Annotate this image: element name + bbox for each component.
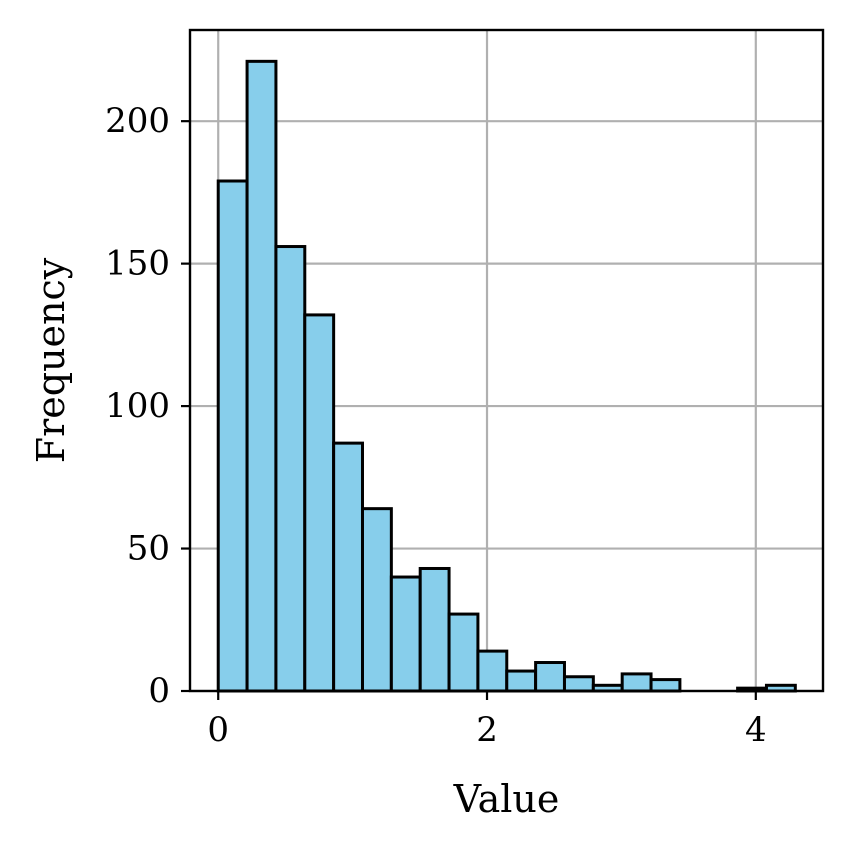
histogram-bar-10 <box>505 669 538 693</box>
histogram-bar-12 <box>562 675 595 693</box>
y-axis-label: Frequency <box>29 257 73 463</box>
histogram-bar-15 <box>649 678 682 693</box>
y-tick-label-1: 50 <box>127 529 170 569</box>
y-tick-label-0: 0 <box>148 671 170 711</box>
plot-frame <box>188 28 825 693</box>
histogram-bar-2 <box>274 245 307 693</box>
histogram-bar-6 <box>389 575 422 693</box>
x-tick-label-0: 0 <box>207 710 229 750</box>
x-axis-label: Value <box>453 777 560 821</box>
histogram-bar-9 <box>476 649 509 693</box>
histogram-bar-14 <box>620 672 653 693</box>
histogram-bar-5 <box>360 507 393 693</box>
histogram-bar-3 <box>303 313 336 693</box>
histogram-bar-11 <box>534 661 566 693</box>
histogram-bar-7 <box>418 566 451 693</box>
x-tick-label-1: 2 <box>476 710 498 750</box>
histogram-bars <box>216 59 797 693</box>
y-tick-label-2: 100 <box>105 386 170 426</box>
y-tick-label-4: 200 <box>105 101 170 141</box>
histogram-bar-4 <box>332 441 364 693</box>
axis-ticks: 0 2 4 0 50 100 150 200 <box>105 101 767 750</box>
x-tick-label-2: 4 <box>745 710 767 750</box>
histogram-bar-8 <box>447 612 480 693</box>
histogram-bar-0 <box>216 179 249 693</box>
histogram-bar-1 <box>245 59 278 693</box>
y-tick-label-3: 150 <box>105 244 170 284</box>
